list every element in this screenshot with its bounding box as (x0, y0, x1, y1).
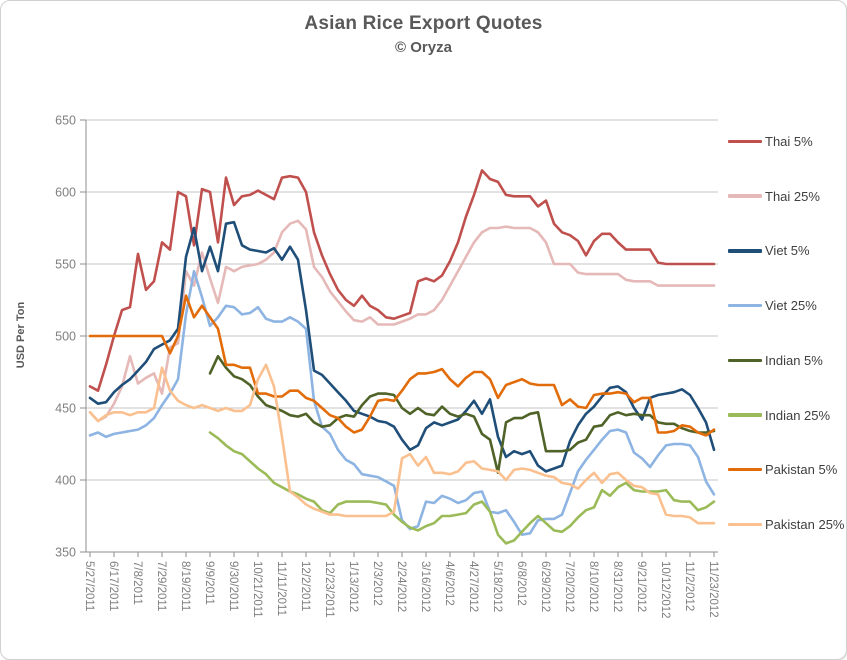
svg-text:3/16/2012: 3/16/2012 (419, 561, 431, 612)
svg-text:600: 600 (55, 186, 76, 200)
legend-swatch-viet-5 (728, 249, 762, 253)
legend-item-thai-5: Thai 5% (728, 134, 844, 149)
svg-text:8/10/2012: 8/10/2012 (587, 561, 599, 612)
svg-text:4/6/2012: 4/6/2012 (443, 561, 455, 606)
legend-item-viet-25: Viet 25% (728, 298, 844, 313)
svg-text:11/2/2012: 11/2/2012 (683, 561, 695, 611)
svg-text:450: 450 (55, 402, 76, 416)
svg-text:1/13/2012: 1/13/2012 (347, 561, 359, 612)
svg-text:2/24/2012: 2/24/2012 (395, 561, 407, 612)
chart-subtitle: © Oryza (395, 39, 452, 56)
legend-label-indian-5: Indian 5% (765, 352, 823, 368)
legend-swatch-thai-5 (728, 139, 762, 144)
legend-item-indian-25: Indian 25% (728, 408, 844, 423)
legend: Thai 5% Thai 25% Viet 5% Viet 25% Indian… (728, 134, 845, 532)
legend-swatch-indian-5 (728, 358, 762, 363)
svg-text:7/8/2011: 7/8/2011 (131, 561, 143, 605)
legend-item-viet-5: Viet 5% (728, 243, 844, 258)
svg-text:6/8/2012: 6/8/2012 (515, 561, 527, 606)
svg-text:550: 550 (55, 258, 76, 272)
legend-swatch-indian-25 (728, 413, 762, 417)
svg-text:400: 400 (55, 474, 76, 488)
legend-label-pakistan-5: Pakistan 5% (765, 462, 838, 478)
svg-text:2/3/2012: 2/3/2012 (371, 561, 383, 606)
svg-text:350: 350 (55, 546, 76, 560)
svg-text:5/27/2011: 5/27/2011 (83, 561, 95, 611)
chart-title: Asian Rice Export Quotes (304, 13, 543, 34)
svg-text:11/23/2012: 11/23/2012 (707, 561, 719, 618)
legend-swatch-thai-25 (728, 194, 762, 198)
svg-text:500: 500 (55, 330, 76, 344)
legend-label-thai-5: Thai 5% (765, 134, 813, 149)
legend-label-indian-25: Indian 25% (765, 407, 831, 423)
svg-text:10/21/2011: 10/21/2011 (251, 561, 263, 618)
legend-item-thai-25: Thai 25% (728, 189, 844, 204)
svg-text:5/18/2012: 5/18/2012 (491, 561, 503, 612)
svg-text:8/31/2012: 8/31/2012 (611, 561, 623, 612)
svg-text:12/2/2011: 12/2/2011 (299, 561, 311, 611)
svg-text:650: 650 (55, 114, 76, 128)
svg-text:6/17/2011: 6/17/2011 (107, 561, 119, 611)
legend-swatch-pakistan-25 (728, 522, 762, 527)
legend-item-pakistan-25: Pakistan 25% (728, 516, 845, 532)
legend-swatch-pakistan-5 (728, 467, 762, 472)
svg-text:8/19/2011: 8/19/2011 (179, 561, 191, 611)
svg-text:10/12/2012: 10/12/2012 (659, 561, 671, 619)
legend-label-thai-25: Thai 25% (765, 188, 820, 204)
legend-label-pakistan-25: Pakistan 25% (765, 516, 845, 532)
legend-label-viet-25: Viet 25% (765, 298, 817, 314)
legend-label-viet-5: Viet 5% (765, 243, 810, 259)
svg-text:7/29/2011: 7/29/2011 (155, 561, 167, 611)
svg-text:6/29/2012: 6/29/2012 (539, 561, 551, 612)
svg-text:7/20/2012: 7/20/2012 (563, 561, 575, 612)
svg-text:9/9/2011: 9/9/2011 (203, 561, 215, 605)
svg-text:9/30/2011: 9/30/2011 (227, 561, 239, 611)
svg-text:12/23/2011: 12/23/2011 (323, 561, 335, 618)
legend-swatch-viet-25 (728, 303, 762, 308)
legend-item-indian-5: Indian 5% (728, 353, 844, 368)
svg-text:11/11/2011: 11/11/2011 (275, 561, 287, 616)
legend-item-pakistan-5: Pakistan 5% (728, 462, 844, 477)
svg-text:9/21/2012: 9/21/2012 (635, 561, 647, 612)
svg-text:4/27/2012: 4/27/2012 (467, 561, 479, 612)
